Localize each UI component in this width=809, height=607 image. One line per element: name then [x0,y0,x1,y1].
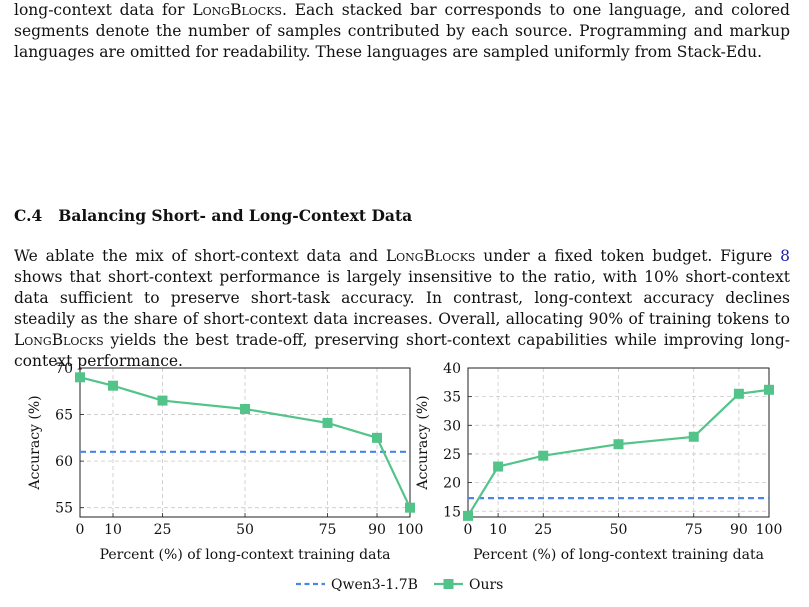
longblocks-name: LongBlocks [385,247,476,265]
body-text-1: We ablate the mix of short-context data … [14,247,386,265]
data-point-ours [75,372,85,383]
x-tick-label: 0 [76,522,85,538]
x-tick-label: 50 [610,522,628,538]
data-point-ours [764,384,774,395]
body-text-3: shows that short-context performance is … [14,268,790,328]
figure-word: Figure [720,247,781,265]
data-point-ours [733,388,744,399]
section-heading: C.4 Balancing Short- and Long-Context Dat… [14,205,412,226]
x-tick-label: 90 [368,522,386,538]
y-tick-label: 40 [443,361,461,377]
data-point-ours [322,417,333,428]
data-point-ours [372,432,382,443]
data-point-ours [108,380,118,391]
y-axis-label: Accuracy (%) [27,395,43,490]
data-point-ours [157,395,168,406]
data-point-ours [240,403,250,414]
x-tick-label: 25 [534,522,552,538]
data-point-ours [405,502,415,513]
section-number: C.4 [14,206,43,225]
x-tick-label: 75 [319,522,337,538]
caption-text-rest: . Each stacked bar corresponds to one la… [14,1,790,61]
x-tick-label: 10 [104,522,122,538]
y-tick-label: 70 [55,361,73,377]
y-axis-label: Accuracy (%) [415,395,431,490]
data-point-ours [463,510,473,521]
longblocks-name: LongBlocks [192,1,282,19]
chart-title: SHORT-CONTEXT PERFORMANCE [141,360,349,364]
x-tick-label: 100 [397,522,424,538]
caption-text-start: long-context data for [14,1,193,19]
y-tick-label: 25 [443,447,461,463]
chart-title: LONG-CONTEXT PERFORMANCE [517,360,719,364]
x-tick-label: 50 [236,522,254,538]
x-tick-label: 90 [730,522,748,538]
data-point-ours [613,439,624,450]
data-point-ours [493,461,504,472]
caption-paragraph: long-context data for LongBlocks. Each s… [14,0,790,63]
y-tick-label: 55 [55,501,73,517]
y-tick-label: 15 [443,504,461,520]
body-text-4: yields the best trade-off, preserving sh… [14,331,790,370]
y-tick-label: 20 [443,476,461,492]
longblocks-name: LongBlocks [14,331,104,349]
x-tick-label: 0 [464,522,473,538]
x-tick-label: 75 [685,522,703,538]
y-tick-label: 30 [443,418,461,434]
section-title: Balancing Short- and Long-Context Data [58,206,413,225]
figure-charts: 0102550759010055606570SHORT-CONTEXT PERF… [27,360,783,593]
y-tick-label: 65 [55,408,73,424]
body-text-2: under a fixed token budget. [475,247,721,265]
x-tick-label: 10 [489,522,507,538]
data-point-ours [538,450,549,461]
y-tick-label: 35 [443,390,461,406]
legend-label-ours: Ours [469,577,503,593]
y-tick-label: 60 [55,454,73,470]
data-point-ours [688,431,699,442]
body-paragraph: We ablate the mix of short-context data … [14,246,790,372]
legend-swatch-ours-marker [443,579,454,589]
legend-label-baseline: Qwen3-1.7B [331,577,418,593]
figure-reference-link[interactable]: 8 [780,247,790,265]
x-tick-label: 100 [756,522,783,538]
x-tick-label: 25 [154,522,172,538]
x-axis-label: Percent (%) of long-context training dat… [100,547,391,563]
x-axis-label: Percent (%) of long-context training dat… [473,547,764,563]
